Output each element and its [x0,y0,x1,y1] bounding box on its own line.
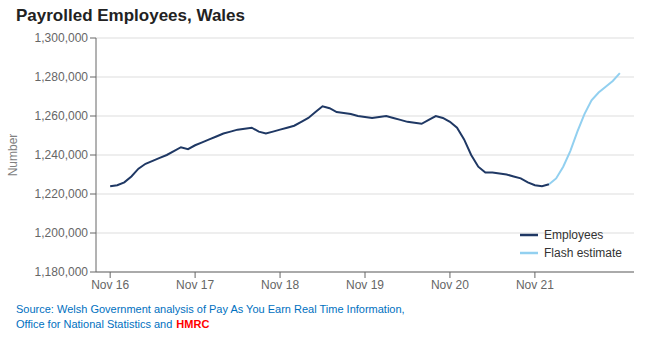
svg-text:1,220,000: 1,220,000 [35,187,89,201]
svg-text:1,180,000: 1,180,000 [35,265,89,279]
html-text:Office for National Statistics: Office for National Statistics and HMRC [16,318,210,330]
svg-text:Nov 20: Nov 20 [431,278,469,292]
svg-text:Number: Number [8,134,20,177]
svg-text:1,300,000: 1,300,000 [35,31,89,45]
svg-text:1,240,000: 1,240,000 [35,148,89,162]
html-text:Employees: Employees [544,228,604,242]
html-text:Source: Welsh Government analy: Source: Welsh Government analysis of Pay… [16,303,405,315]
svg-text:Nov 16: Nov 16 [91,278,129,292]
svg-text:Nov 17: Nov 17 [176,278,214,292]
html-text:Flash estimate: Flash estimate [544,246,622,260]
svg-text:1,260,000: 1,260,000 [35,109,89,123]
svg-text:Nov 18: Nov 18 [261,278,299,292]
svg-text:Nov 21: Nov 21 [516,278,554,292]
svg-text:Nov 19: Nov 19 [346,278,384,292]
svg-text:1,280,000: 1,280,000 [35,70,89,84]
svg-text:1,200,000: 1,200,000 [35,226,89,240]
html-text:Payrolled Employees, Wales: Payrolled Employees, Wales [16,6,245,25]
